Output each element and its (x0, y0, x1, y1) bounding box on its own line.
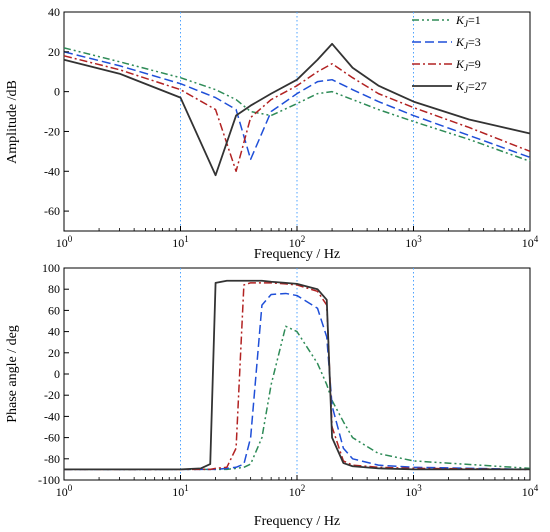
series-line (64, 282, 531, 471)
x-tick-label: 103 (405, 483, 422, 499)
y-tick-label: -20 (44, 124, 60, 138)
phase-x-ticks: 100 101 102 103 104 (56, 475, 539, 499)
series-line (64, 279, 530, 471)
series-line (63, 51, 531, 161)
amplitude-y-axis-label: Amplitude /dB (5, 80, 20, 164)
phase-series (64, 279, 531, 471)
phase-y-axis-label: Phase angle / deg (5, 325, 20, 423)
legend-label: KJ=3 (455, 35, 481, 51)
legend-label: KJ=1 (455, 13, 481, 29)
amplitude-x-ticks: 100 101 102 103 104 (56, 226, 539, 250)
amplitude-series (63, 42, 531, 177)
y-tick-label: 40 (48, 5, 60, 19)
x-tick-label: 104 (522, 234, 539, 250)
y-tick-label: -40 (44, 164, 60, 178)
series-line (63, 55, 531, 173)
x-tick-label: 101 (172, 234, 189, 250)
x-tick-label: 101 (172, 483, 189, 499)
x-tick-label: 103 (405, 234, 422, 250)
phase-grid (180, 268, 414, 480)
y-tick-label: -100 (38, 473, 60, 487)
x-tick-label: 102 (289, 483, 306, 499)
amplitude-chart: -60 -40 -20 0 20 40 100 101 102 103 104 Frequency… (5, 5, 539, 262)
legend-label: KJ=27 (455, 79, 487, 95)
y-tick-label: -80 (44, 452, 60, 466)
phase-x-axis-label: Frequency / Hz (254, 514, 340, 529)
legend-label: KJ=9 (455, 57, 481, 73)
amplitude-x-axis-label: Frequency / Hz (254, 247, 340, 262)
y-tick-label: -20 (44, 388, 60, 402)
series-line (63, 42, 531, 177)
x-tick-label: 100 (56, 483, 73, 499)
series-line (63, 47, 531, 163)
x-tick-label: 102 (289, 234, 306, 250)
y-tick-label: 40 (48, 325, 60, 339)
amplitude-y-ticks: -60 -40 -20 0 20 40 (44, 5, 69, 218)
y-tick-label: 100 (42, 261, 60, 275)
x-tick-label: 104 (522, 483, 539, 499)
amplitude-grid (180, 12, 414, 231)
y-tick-label: 20 (48, 346, 60, 360)
y-tick-label: 0 (54, 85, 60, 99)
series-line (64, 325, 531, 471)
y-tick-label: -40 (44, 409, 60, 423)
phase-y-ticks: -100 -80 -60 -40 -20 0 20 40 60 80 100 (38, 261, 69, 487)
y-tick-label: -60 (44, 431, 60, 445)
y-tick-label: 60 (48, 303, 60, 317)
y-tick-label: 20 (48, 45, 60, 59)
y-tick-label: -60 (44, 204, 60, 218)
y-tick-label: 80 (48, 282, 60, 296)
y-tick-label: 0 (54, 367, 60, 381)
x-tick-label: 100 (56, 234, 73, 250)
legend: KJ=1 KJ=3 KJ=9 KJ=27 (412, 13, 487, 95)
